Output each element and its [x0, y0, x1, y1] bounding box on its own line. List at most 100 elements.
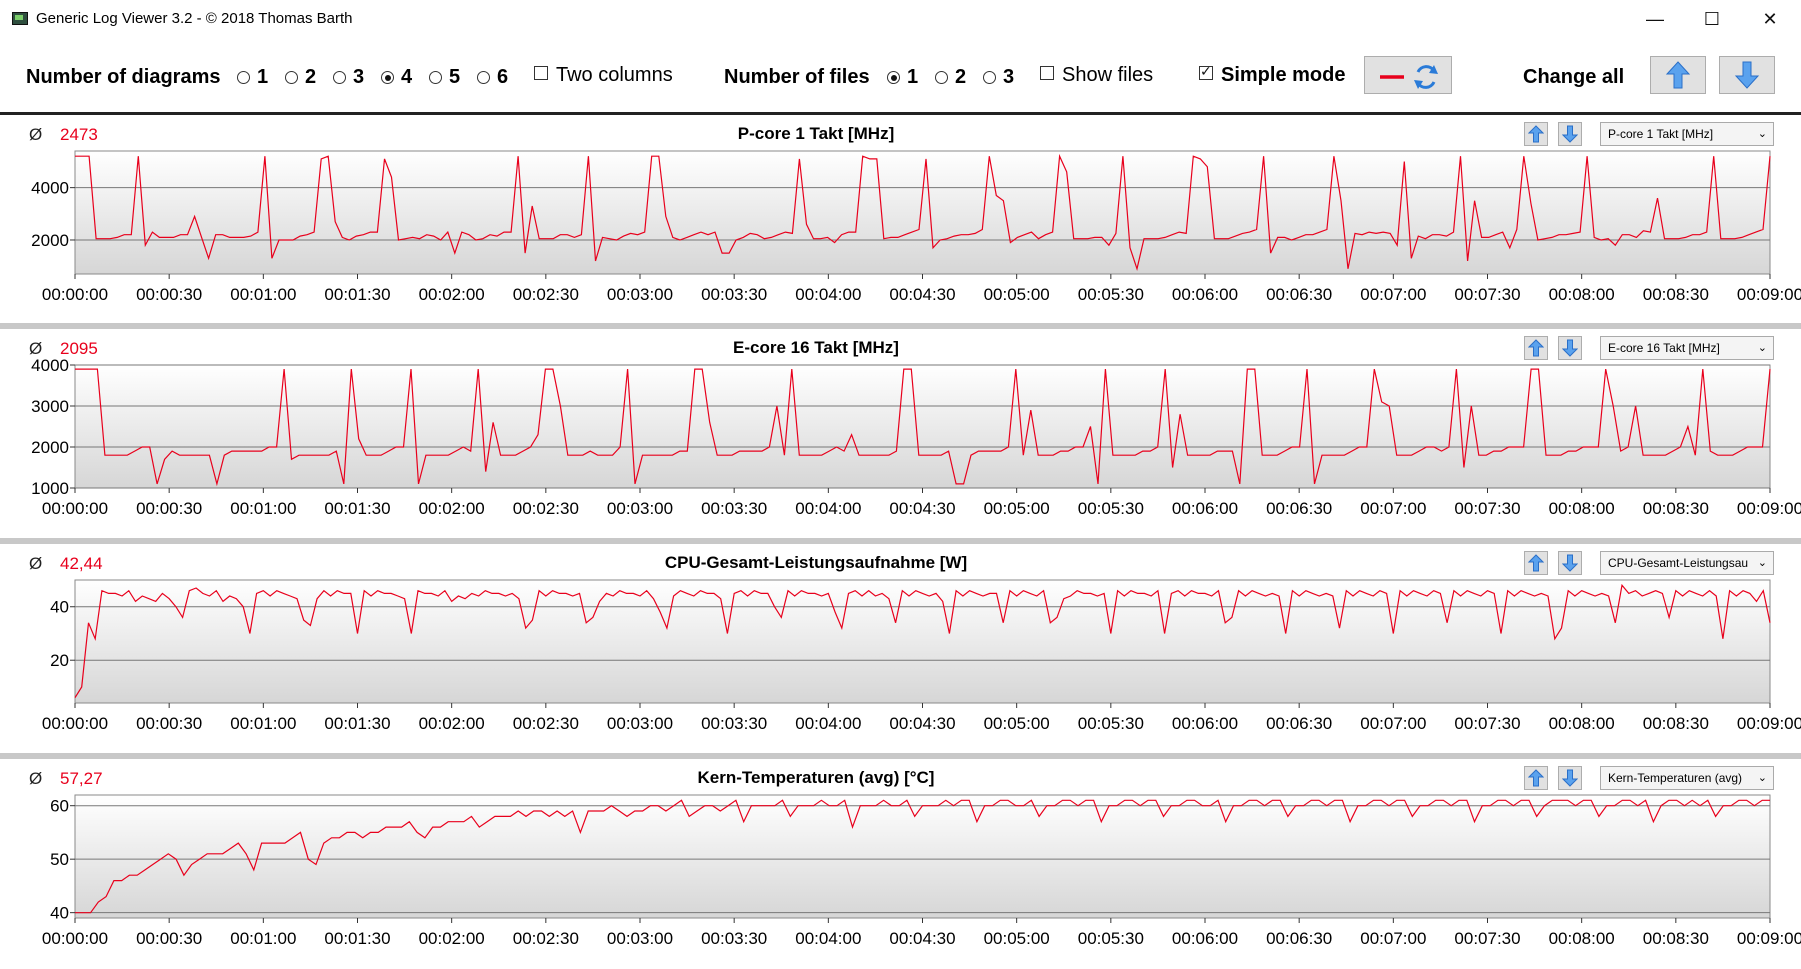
chart-title: P-core 1 Takt [MHz] [737, 124, 895, 143]
show-files-box[interactable] [1040, 65, 1054, 80]
move-up-button[interactable] [1524, 336, 1548, 360]
x-tick-label: 00:03:30 [701, 285, 767, 304]
two-columns-checkbox[interactable]: Two columns [534, 64, 673, 87]
channel-select[interactable]: CPU-Gesamt-Leistungsau ⌄ [1600, 551, 1774, 575]
diagrams-radio-dot[interactable] [381, 71, 394, 84]
two-columns-label: Two columns [556, 64, 673, 86]
panel-separator[interactable] [0, 753, 1801, 759]
files-radio-1[interactable]: 1 [887, 66, 918, 89]
average-value: 2473 [60, 125, 98, 144]
line-swap-button[interactable] [1364, 56, 1452, 94]
x-tick-label: 00:04:30 [889, 714, 955, 733]
arrow-up-icon [1528, 769, 1544, 787]
x-tick-label: 00:05:00 [984, 929, 1050, 948]
channel-select-value: E-core 16 Takt [MHz] [1608, 341, 1720, 355]
files-radio-label: 1 [907, 66, 919, 88]
diagrams-radio-dot[interactable] [237, 71, 250, 84]
diagrams-radio-4[interactable]: 4 [381, 66, 412, 89]
x-tick-label: 00:00:30 [136, 929, 202, 948]
simple-mode-box[interactable] [1199, 63, 1213, 80]
x-tick-label: 00:02:00 [419, 499, 485, 518]
x-tick-label: 00:09:00 [1737, 929, 1801, 948]
diagram-panel-3: Ø 42,44 CPU-Gesamt-Leistungsaufnahme [W] CP… [0, 547, 1801, 754]
line-chart: 2000 4000 00:00:00 00:00:30 00:01:00 00:01:30… [31, 150, 1801, 304]
diagrams-radio-6[interactable]: 6 [477, 66, 508, 89]
x-tick-label: 00:01:30 [324, 285, 390, 304]
maximize-button[interactable]: ☐ [1703, 8, 1721, 29]
files-radio-2[interactable]: 2 [935, 66, 966, 89]
chevron-down-icon: ⌄ [1757, 128, 1767, 140]
y-tick-label: 4000 [31, 179, 69, 198]
x-tick-label: 00:04:30 [889, 929, 955, 948]
files-label: Number of files [724, 66, 870, 88]
x-tick-label: 00:00:30 [136, 714, 202, 733]
x-tick-label: 00:03:30 [701, 714, 767, 733]
files-radio-dot[interactable] [887, 71, 900, 84]
diagrams-radio-5[interactable]: 5 [429, 66, 460, 89]
diagrams-radio-2[interactable]: 2 [285, 66, 316, 89]
move-down-button[interactable] [1558, 551, 1582, 575]
series-line [75, 799, 1770, 914]
arrow-down-icon [1562, 554, 1578, 572]
files-radio-dot[interactable] [935, 71, 948, 84]
x-tick-label: 00:07:30 [1454, 929, 1520, 948]
show-files-checkbox[interactable]: Show files [1040, 64, 1153, 87]
average-value: 2095 [60, 339, 98, 358]
move-up-button[interactable] [1524, 551, 1548, 575]
x-tick-label: 00:02:00 [419, 285, 485, 304]
move-down-button[interactable] [1558, 336, 1582, 360]
diagrams-radio-dot[interactable] [285, 71, 298, 84]
x-tick-label: 00:05:30 [1078, 714, 1144, 733]
diagrams-radio-dot[interactable] [333, 71, 346, 84]
diagrams-radio-1[interactable]: 1 [237, 66, 268, 89]
x-tick-label: 00:07:30 [1454, 499, 1520, 518]
move-up-button[interactable] [1524, 766, 1548, 790]
simple-mode-checkbox[interactable]: Simple mode [1199, 63, 1346, 87]
y-tick-label: 20 [50, 651, 69, 670]
x-tick-label: 00:06:30 [1266, 285, 1332, 304]
two-columns-box[interactable] [534, 65, 548, 80]
diagrams-radio-label: 4 [401, 66, 413, 88]
move-down-button[interactable] [1558, 766, 1582, 790]
x-tick-label: 00:05:00 [984, 714, 1050, 733]
x-tick-label: 00:07:00 [1360, 285, 1426, 304]
minimize-button[interactable]: — [1646, 8, 1664, 29]
chart-title: E-core 16 Takt [MHz] [733, 338, 899, 357]
channel-select[interactable]: P-core 1 Takt [MHz] ⌄ [1600, 122, 1774, 146]
app-icon [12, 12, 28, 25]
move-up-button[interactable] [1524, 122, 1548, 146]
arrow-up-icon [1665, 61, 1691, 89]
x-tick-label: 00:00:30 [136, 285, 202, 304]
x-tick-label: 00:07:00 [1360, 714, 1426, 733]
arrow-up-icon [1528, 339, 1544, 357]
x-tick-label: 00:03:00 [607, 285, 673, 304]
move-all-up-button[interactable] [1650, 56, 1706, 94]
x-tick-label: 00:02:00 [419, 929, 485, 948]
x-tick-label: 00:05:30 [1078, 499, 1144, 518]
x-tick-label: 00:00:30 [136, 499, 202, 518]
simple-mode-label: Simple mode [1221, 64, 1346, 86]
move-all-down-button[interactable] [1719, 56, 1775, 94]
files-radio-3[interactable]: 3 [983, 66, 1014, 89]
channel-select[interactable]: E-core 16 Takt [MHz] ⌄ [1600, 336, 1774, 360]
diagrams-radio-dot[interactable] [477, 71, 490, 84]
x-tick-label: 00:08:30 [1643, 714, 1709, 733]
files-radio-dot[interactable] [983, 71, 996, 84]
panel-separator[interactable] [0, 538, 1801, 544]
diagrams-radio-label: 5 [449, 66, 461, 88]
close-button[interactable]: ✕ [1762, 8, 1778, 29]
diagrams-radio-3[interactable]: 3 [333, 66, 364, 89]
toolbar: Number of diagrams 1 2 3 4 5 6 Two columns Nu… [0, 44, 1801, 112]
diagrams-radio-label: 1 [257, 66, 269, 88]
channel-select[interactable]: Kern-Temperaturen (avg) ⌄ [1600, 766, 1774, 790]
x-tick-label: 00:01:00 [230, 929, 296, 948]
x-tick-label: 00:06:00 [1172, 499, 1238, 518]
series-line [75, 153, 1771, 272]
average-symbol: Ø [29, 554, 43, 573]
diagrams-label: Number of diagrams [26, 66, 221, 88]
x-tick-label: 00:03:30 [701, 929, 767, 948]
diagrams-radio-dot[interactable] [429, 71, 442, 84]
panel-separator[interactable] [0, 323, 1801, 329]
x-tick-label: 00:06:30 [1266, 499, 1332, 518]
move-down-button[interactable] [1558, 122, 1582, 146]
